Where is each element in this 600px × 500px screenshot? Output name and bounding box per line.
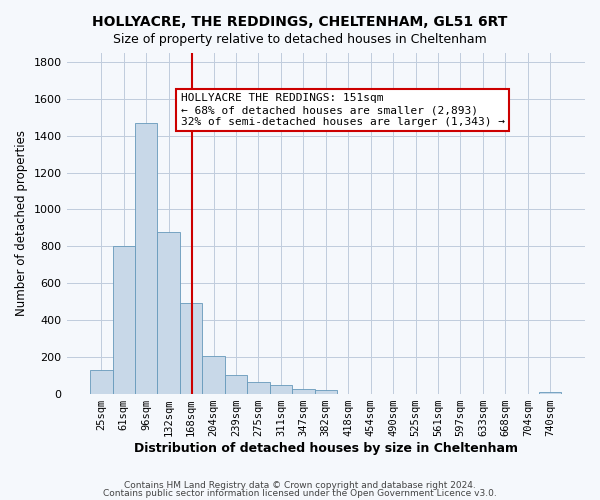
Text: Contains HM Land Registry data © Crown copyright and database right 2024.: Contains HM Land Registry data © Crown c… bbox=[124, 481, 476, 490]
Text: HOLLYACRE, THE REDDINGS, CHELTENHAM, GL51 6RT: HOLLYACRE, THE REDDINGS, CHELTENHAM, GL5… bbox=[92, 15, 508, 29]
Bar bbox=[225, 374, 247, 394]
Text: Contains public sector information licensed under the Open Government Licence v3: Contains public sector information licen… bbox=[103, 488, 497, 498]
Bar bbox=[90, 370, 113, 394]
Bar bbox=[269, 385, 292, 394]
Bar bbox=[180, 302, 202, 394]
Text: HOLLYACRE THE REDDINGS: 151sqm
← 68% of detached houses are smaller (2,893)
32% : HOLLYACRE THE REDDINGS: 151sqm ← 68% of … bbox=[181, 94, 505, 126]
Bar bbox=[247, 382, 269, 394]
Bar bbox=[202, 356, 225, 394]
Bar bbox=[292, 388, 314, 394]
Bar bbox=[135, 122, 157, 394]
Bar bbox=[314, 390, 337, 394]
Bar bbox=[157, 232, 180, 394]
Text: Size of property relative to detached houses in Cheltenham: Size of property relative to detached ho… bbox=[113, 32, 487, 46]
X-axis label: Distribution of detached houses by size in Cheltenham: Distribution of detached houses by size … bbox=[134, 442, 518, 455]
Bar bbox=[539, 392, 562, 394]
Bar bbox=[113, 246, 135, 394]
Y-axis label: Number of detached properties: Number of detached properties bbox=[15, 130, 28, 316]
